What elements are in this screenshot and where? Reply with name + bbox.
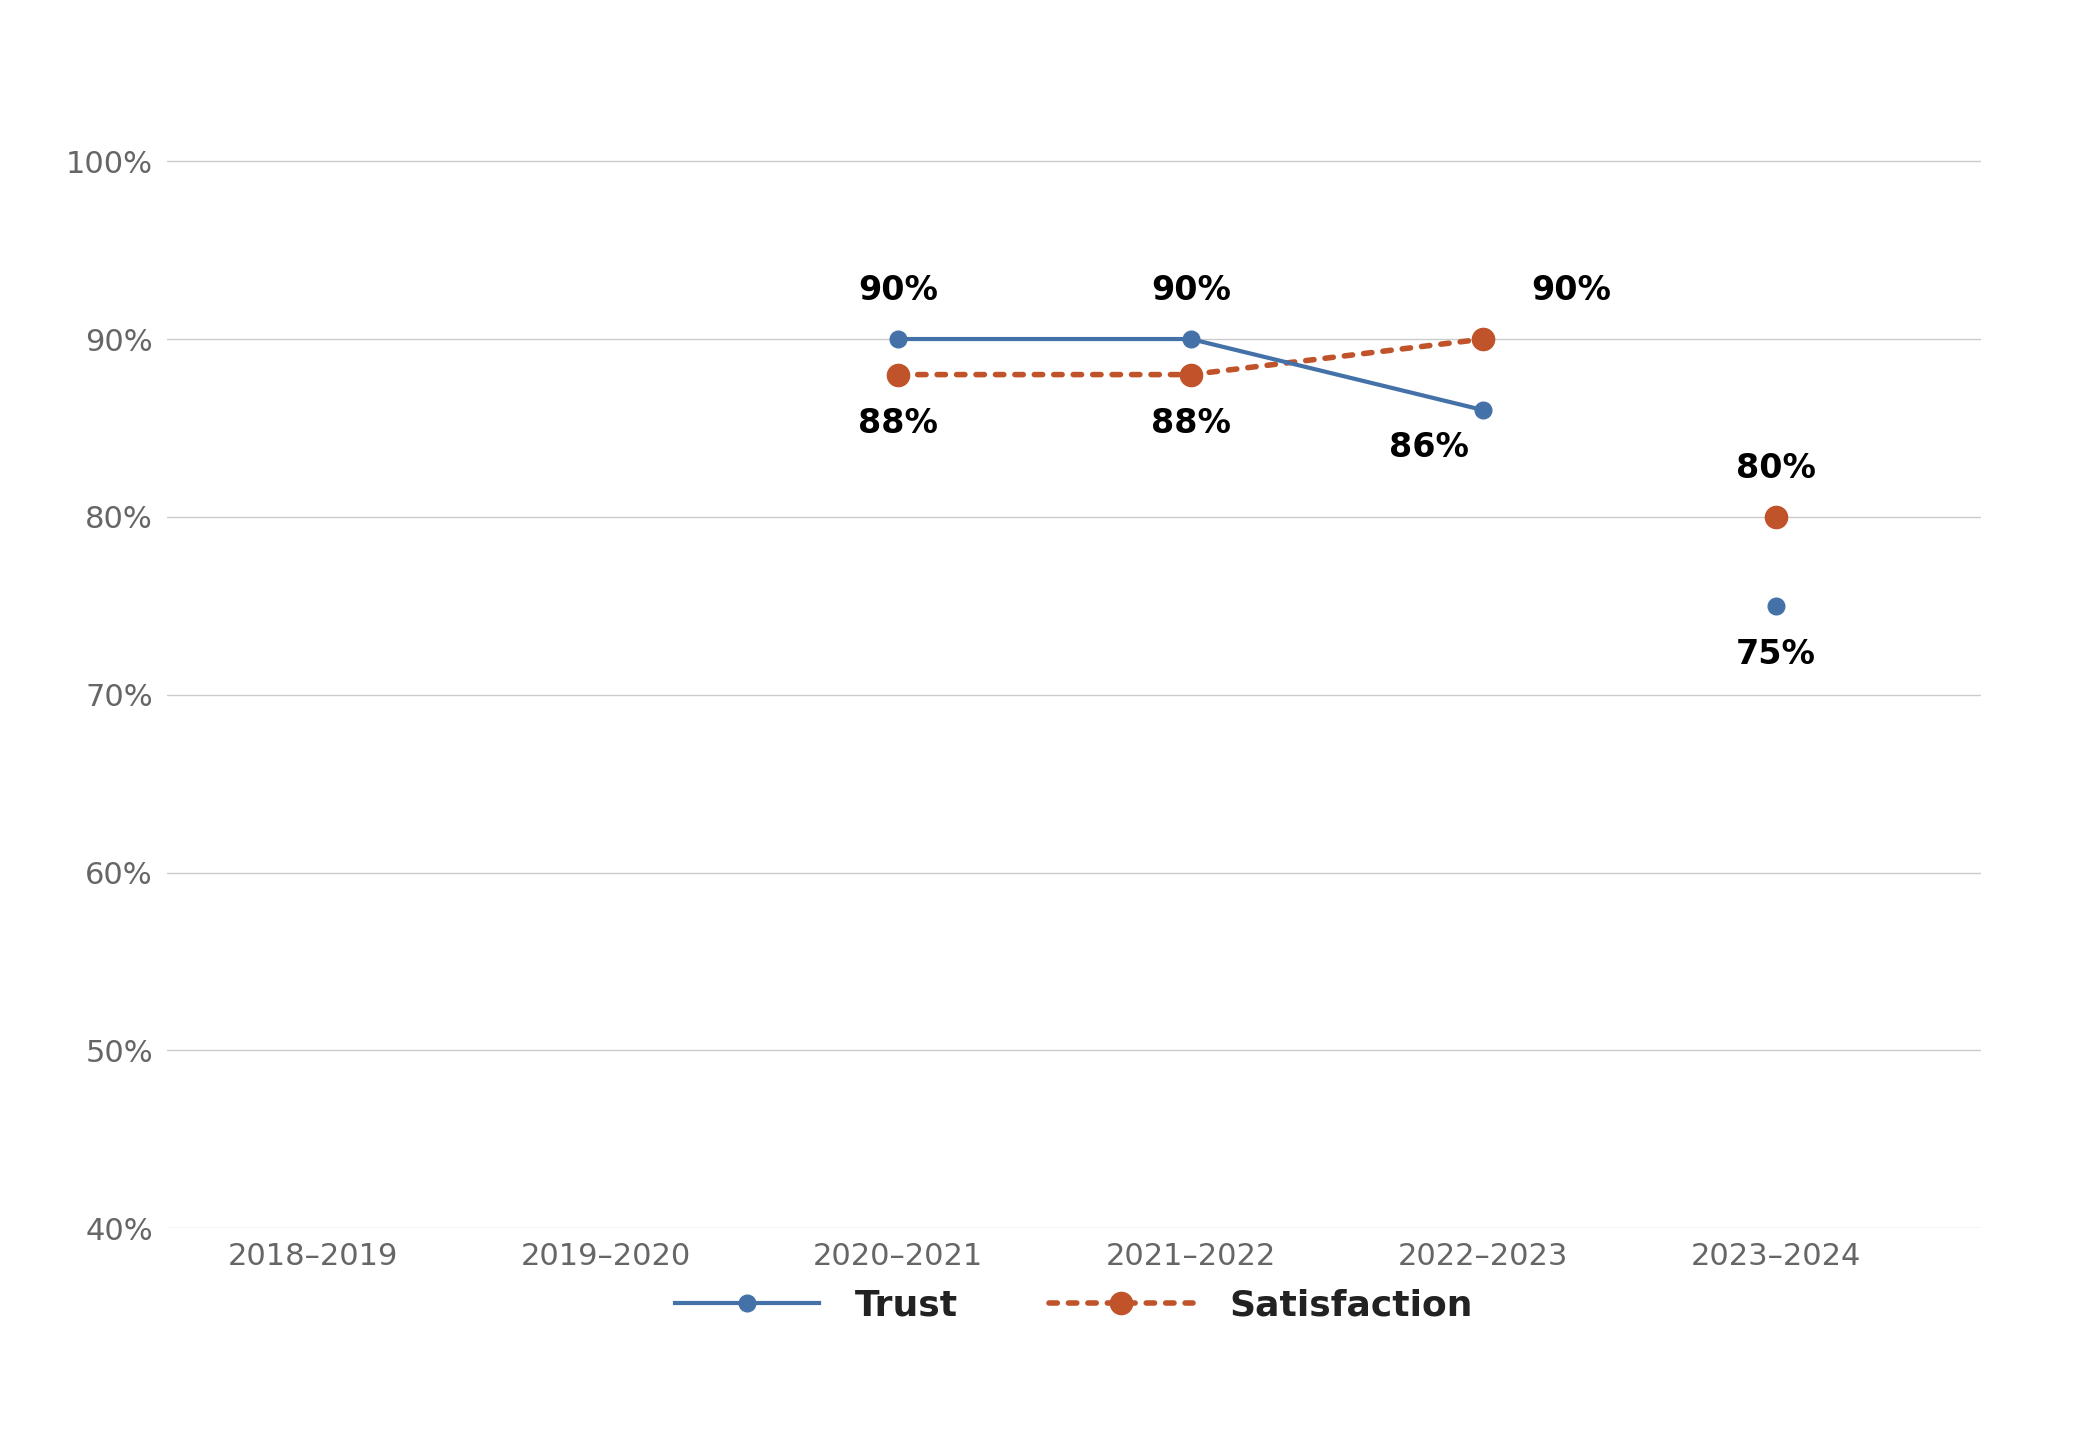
Text: 75%: 75% bbox=[1737, 637, 1816, 670]
Legend: Trust, Satisfaction: Trust, Satisfaction bbox=[661, 1274, 1487, 1338]
Text: 90%: 90% bbox=[859, 275, 938, 306]
Text: 90%: 90% bbox=[1530, 275, 1612, 306]
Text: 80%: 80% bbox=[1737, 452, 1816, 486]
Text: 88%: 88% bbox=[859, 406, 938, 439]
Text: 88%: 88% bbox=[1151, 406, 1230, 439]
Text: 86%: 86% bbox=[1389, 432, 1468, 464]
Text: 90%: 90% bbox=[1151, 275, 1230, 306]
